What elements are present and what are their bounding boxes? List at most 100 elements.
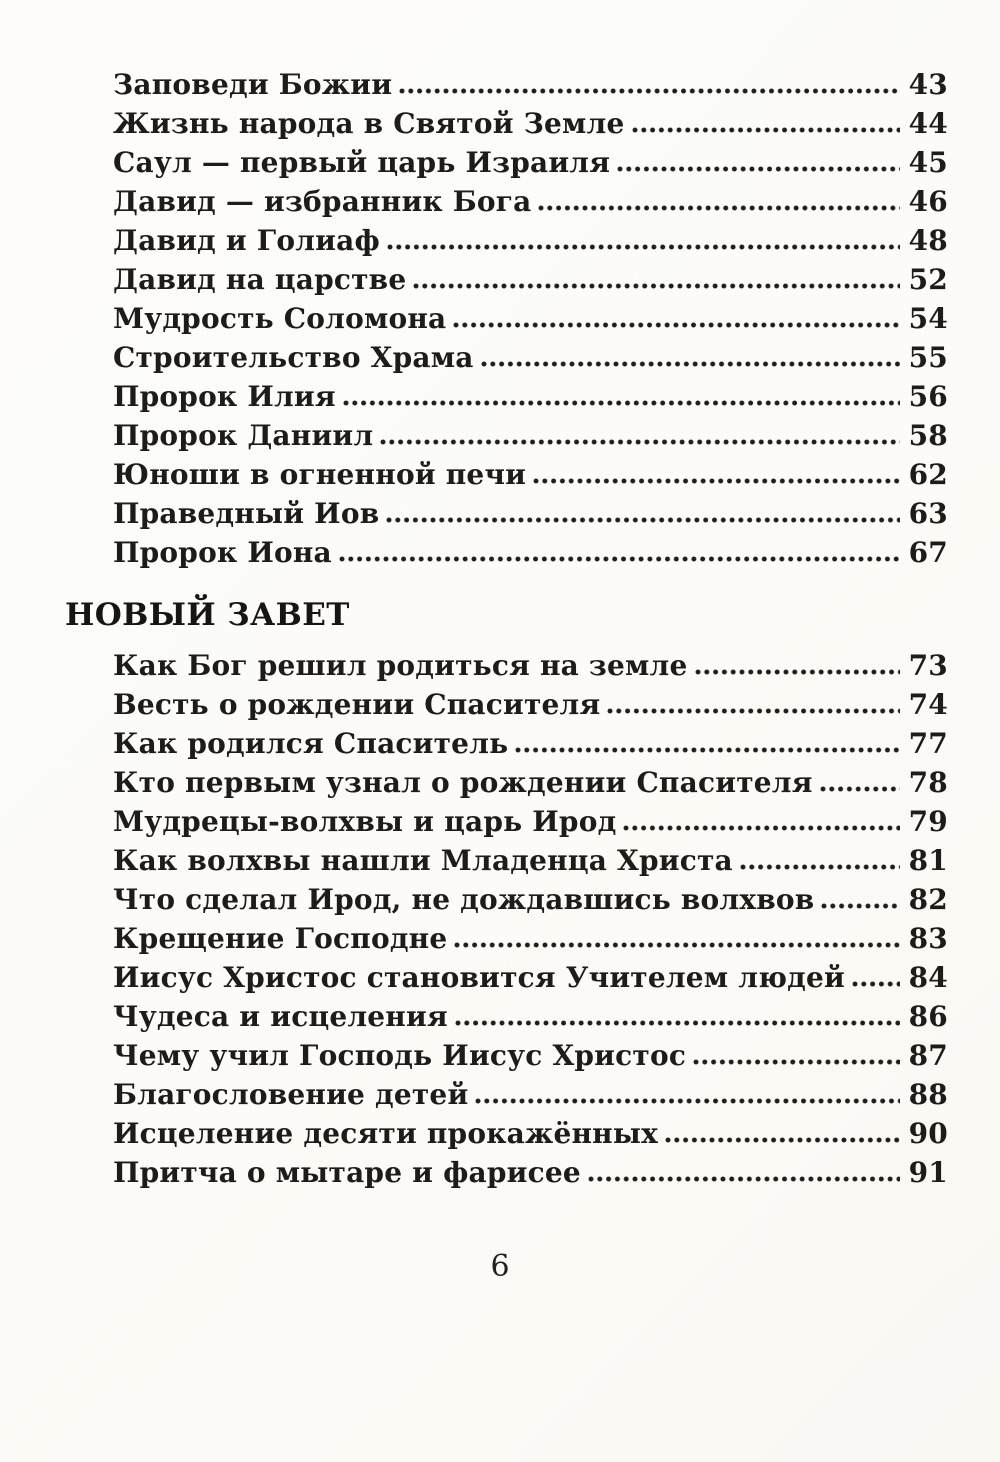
dot-leader — [607, 708, 900, 714]
toc-row: Пророк Иона 67 — [113, 533, 948, 572]
toc-entry-title: Как волхвы нашли Младенца Христа — [113, 844, 733, 877]
toc-entry-page-number: 74 — [908, 688, 948, 721]
toc-entry-page-number: 43 — [908, 68, 948, 101]
dot-leader — [386, 517, 900, 523]
dot-leader — [819, 786, 900, 792]
toc-row: Юноши в огненной печи 62 — [113, 455, 948, 494]
dot-leader — [851, 981, 900, 987]
toc-entry-page-number: 83 — [908, 922, 948, 955]
toc-entry-page-number: 77 — [908, 727, 948, 760]
toc-entry-title: Чудеса и исцеления — [113, 1000, 448, 1033]
toc-entry-page-number: 91 — [908, 1156, 948, 1189]
table-of-contents: Заповеди Божии 43 Жизнь народа в Святой … — [65, 65, 948, 1192]
toc-entry-title: Саул — первый царь Израиля — [113, 146, 611, 179]
toc-entry-page-number: 73 — [908, 649, 948, 682]
toc-entry-title: Чему учил Господь Иисус Христос — [113, 1039, 687, 1072]
toc-rows: Заповеди Божии 43 Жизнь народа в Святой … — [113, 65, 948, 572]
toc-entry-page-number: 79 — [908, 805, 948, 838]
toc-row: Чудеса и исцеления 86 — [113, 997, 948, 1036]
toc-entry-title: Как Бог решил родиться на земле — [113, 649, 688, 682]
toc-entry-page-number: 84 — [908, 961, 948, 994]
toc-entry-title: Крещение Господне — [113, 922, 448, 955]
toc-row: Как волхвы нашли Младенца Христа 81 — [113, 841, 948, 880]
dot-leader — [413, 283, 900, 289]
toc-row: Притча о мытаре и фарисее 91 — [113, 1153, 948, 1192]
section-heading: НОВЫЙ ЗАВЕТ — [65, 597, 350, 633]
toc-entry-page-number: 44 — [908, 107, 948, 140]
page-number: 6 — [490, 1249, 510, 1284]
toc-entry-title: Благословение детей — [113, 1078, 469, 1111]
toc-entry-page-number: 67 — [908, 536, 948, 569]
toc-row: Заповеди Божии 43 — [113, 65, 948, 104]
toc-entry-page-number: 90 — [908, 1117, 948, 1150]
toc-row: Давид — избранник Бога 46 — [113, 182, 948, 221]
toc-row: Жизнь народа в Святой Земле 44 — [113, 104, 948, 143]
toc-section: Заповеди Божии 43 Жизнь народа в Святой … — [113, 65, 948, 572]
dot-leader — [453, 322, 900, 328]
toc-entry-page-number: 58 — [908, 419, 948, 452]
toc-row: Давид на царстве 52 — [113, 260, 948, 299]
dot-leader — [623, 825, 900, 831]
dot-leader — [475, 1098, 900, 1104]
toc-row: Кто первым узнал о рождении Спасителя 78 — [113, 763, 948, 802]
toc-row: Крещение Господне 83 — [113, 919, 948, 958]
dot-leader — [342, 400, 900, 406]
toc-entry-title: Мудрецы-волхвы и царь Ирод — [113, 805, 617, 838]
toc-row: Давид и Голиаф 48 — [113, 221, 948, 260]
toc-entry-page-number: 78 — [908, 766, 948, 799]
toc-entry-page-number: 46 — [908, 185, 948, 218]
toc-entry-page-number: 48 — [908, 224, 948, 257]
toc-entry-title: Что сделал Ирод, не дождавшись волхвов — [113, 883, 815, 916]
toc-entry-title: Давид на царстве — [113, 263, 407, 296]
toc-row: Как Бог решил родиться на земле 73 — [113, 646, 948, 685]
dot-leader — [386, 244, 900, 250]
toc-entry-title: Как родился Спаситель — [113, 727, 509, 760]
toc-entry-page-number: 88 — [908, 1078, 948, 1111]
toc-entry-title: Пророк Илия — [113, 380, 336, 413]
toc-row: Весть о рождении Спасителя 74 — [113, 685, 948, 724]
toc-entry-page-number: 52 — [908, 263, 948, 296]
toc-entry-page-number: 55 — [908, 341, 948, 374]
toc-entry-page-number: 54 — [908, 302, 948, 335]
dot-leader — [631, 127, 900, 133]
dot-leader — [480, 361, 900, 367]
dot-leader — [739, 864, 900, 870]
dot-leader — [693, 1059, 900, 1065]
dot-leader — [694, 669, 900, 675]
toc-entry-page-number: 45 — [908, 146, 948, 179]
toc-section: НОВЫЙ ЗАВЕТ Как Бог решил родиться на зе… — [65, 594, 948, 1192]
toc-entry-title: Пророк Иона — [113, 536, 332, 569]
toc-entry-page-number: 62 — [908, 458, 948, 491]
toc-row: Пророк Илия 56 — [113, 377, 948, 416]
toc-entry-title: Давид и Голиаф — [113, 224, 380, 257]
toc-row: Пророк Даниил 58 — [113, 416, 948, 455]
toc-entry-title: Кто первым узнал о рождении Спасителя — [113, 766, 813, 799]
toc-rows: Как Бог решил родиться на земле 73 Весть… — [113, 646, 948, 1192]
dot-leader — [533, 478, 900, 484]
toc-entry-title: Праведный Иов — [113, 497, 380, 530]
toc-entry-title: Пророк Даниил — [113, 419, 374, 452]
toc-row: Строительство Храма 55 — [113, 338, 948, 377]
toc-entry-title: Весть о рождении Спасителя — [113, 688, 601, 721]
toc-row: Мудрость Соломона 54 — [113, 299, 948, 338]
toc-entry-title: Юноши в огненной печи — [113, 458, 527, 491]
dot-leader — [515, 747, 900, 753]
toc-entry-page-number: 82 — [908, 883, 948, 916]
dot-leader — [380, 439, 900, 445]
dot-leader — [399, 88, 900, 94]
toc-row: Мудрецы-волхвы и царь Ирод 79 — [113, 802, 948, 841]
toc-entry-title: Давид — избранник Бога — [113, 185, 532, 218]
toc-entry-page-number: 87 — [908, 1039, 948, 1072]
toc-entry-title: Иисус Христос становится Учителем людей — [113, 961, 845, 994]
toc-entry-title: Мудрость Соломона — [113, 302, 447, 335]
toc-entry-title: Заповеди Божии — [113, 68, 393, 101]
toc-entry-page-number: 63 — [908, 497, 948, 530]
toc-entry-page-number: 81 — [908, 844, 948, 877]
toc-row: Иисус Христос становится Учителем людей … — [113, 958, 948, 997]
dot-leader — [538, 205, 900, 211]
toc-row: Чему учил Господь Иисус Христос 87 — [113, 1036, 948, 1075]
dot-leader — [821, 903, 900, 909]
toc-row: Благословение детей 88 — [113, 1075, 948, 1114]
toc-row: Исцеление десяти прокажённых 90 — [113, 1114, 948, 1153]
